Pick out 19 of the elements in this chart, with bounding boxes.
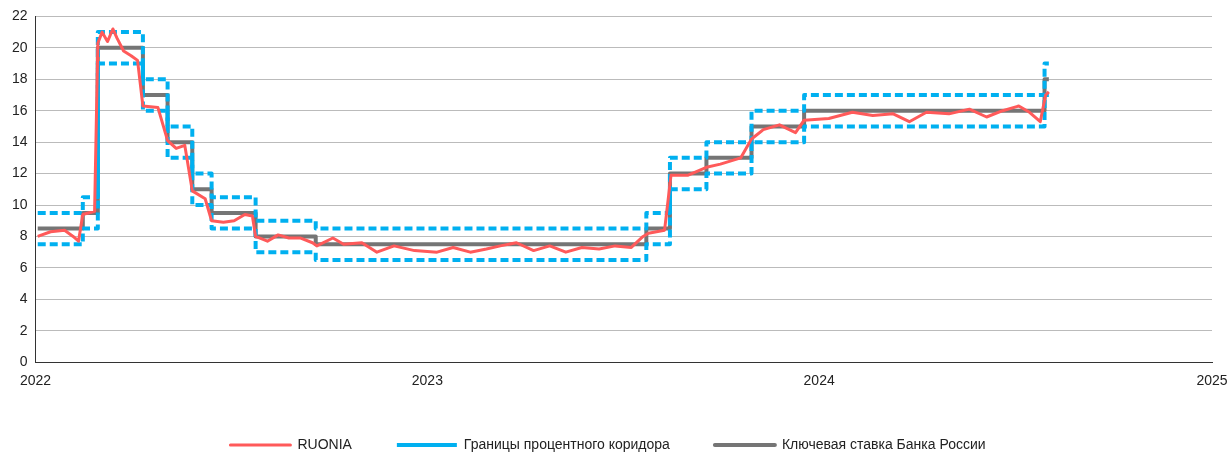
- y-tick-label: 6: [19, 258, 28, 275]
- y-tick-label: 2: [19, 321, 28, 338]
- y-tick-label: 4: [19, 290, 28, 307]
- legend-label: Ключевая ставка Банка России: [781, 435, 986, 452]
- y-tick-label: 22: [11, 7, 28, 24]
- legend-label: Границы процентного коридора: [463, 435, 671, 452]
- y-tick-label: 20: [11, 38, 28, 55]
- x-tick-label: 2024: [803, 372, 835, 389]
- y-tick-label: 16: [11, 101, 28, 118]
- legend-label: RUONIA: [297, 435, 353, 452]
- y-tick-label: 8: [19, 227, 28, 244]
- x-tick-label: 2023: [411, 372, 444, 389]
- y-tick-label: 0: [19, 353, 28, 370]
- x-tick-label: 2025: [1196, 372, 1228, 389]
- y-tick-label: 10: [11, 195, 28, 212]
- x-tick-label: 2022: [19, 372, 52, 389]
- y-tick-label: 12: [11, 164, 28, 181]
- y-tick-label: 14: [11, 133, 28, 149]
- y-tick-label: 18: [11, 70, 28, 87]
